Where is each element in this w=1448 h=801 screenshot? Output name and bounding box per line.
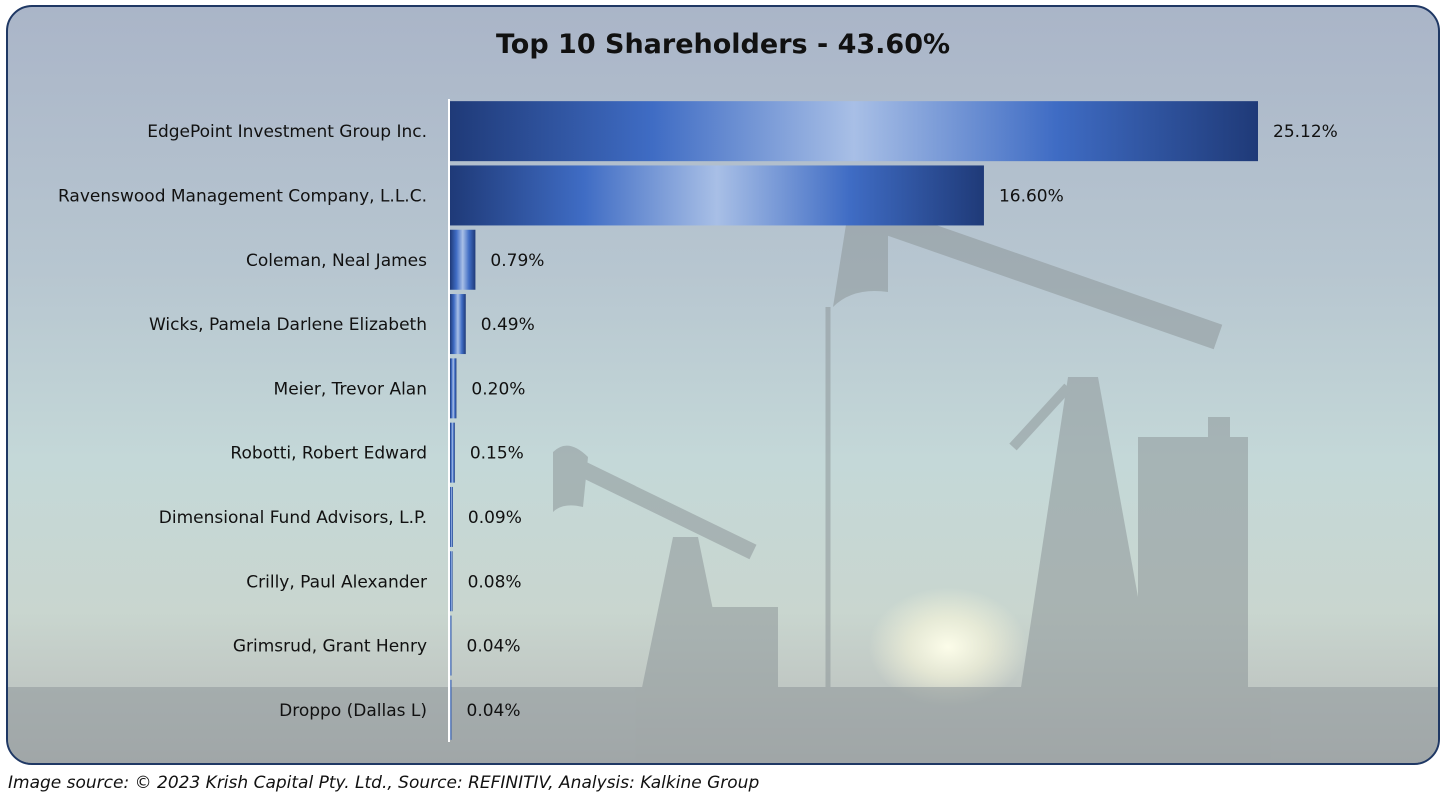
category-label-7: Crilly, Paul Alexander [246,572,427,592]
value-label-2: 0.79% [490,251,544,271]
image-source-footer: Image source: © 2023 Krish Capital Pty. … [8,773,760,793]
bar-1 [450,165,984,226]
category-label-4: Meier, Trevor Alan [274,379,427,399]
value-label-7: 0.08% [468,572,522,592]
bar-6 [450,486,453,547]
bar-0 [450,101,1258,162]
category-label-9: Droppo (Dallas L) [279,701,427,721]
bar-5 [450,422,455,483]
bar-3 [450,294,466,355]
oil-pumpjack-icon [8,209,1438,763]
value-label-4: 0.20% [471,379,525,399]
category-label-5: Robotti, Robert Edward [230,444,427,464]
category-label-6: Dimensional Fund Advisors, L.P. [159,508,427,528]
chart-title: Top 10 Shareholders - 43.60% [495,29,951,60]
bar-8 [450,615,452,676]
value-label-5: 0.15% [470,444,524,464]
value-label-9: 0.04% [467,701,521,721]
value-label-0: 25.12% [1273,122,1338,142]
value-label-1: 16.60% [999,186,1064,206]
category-label-2: Coleman, Neal James [246,251,427,271]
category-label-0: EdgePoint Investment Group Inc. [147,122,427,142]
value-label-8: 0.04% [467,637,521,657]
bar-chart: EdgePoint Investment Group Inc. 25.12% Rav… [58,99,1338,742]
value-label-6: 0.09% [468,508,522,528]
bar-9 [450,679,452,740]
bar-2 [450,229,476,290]
category-label-3: Wicks, Pamela Darlene Elizabeth [149,315,427,335]
category-label-8: Grimsrud, Grant Henry [233,637,427,657]
value-label-3: 0.49% [481,315,535,335]
category-label-1: Ravenswood Management Company, L.L.C. [58,186,427,206]
bar-4 [450,358,457,419]
chart-frame: Top 10 Shareholders - 43.60% EdgePoint I… [6,5,1440,765]
bar-7 [450,551,453,612]
